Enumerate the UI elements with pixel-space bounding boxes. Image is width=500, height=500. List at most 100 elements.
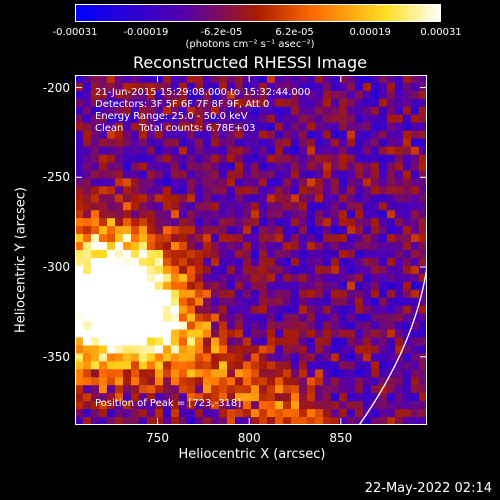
heatmap-cell [251, 242, 260, 251]
heatmap-cell [315, 170, 324, 179]
heatmap-cell [147, 170, 156, 179]
heatmap-cell [83, 409, 92, 418]
heatmap-cell [155, 297, 164, 307]
heatmap-cell [411, 202, 420, 211]
heatmap-cell [243, 361, 252, 370]
heatmap-cell [195, 154, 204, 164]
heatmap-cell [251, 393, 260, 402]
heatmap-cell [83, 393, 92, 402]
heatmap-cell [403, 369, 412, 378]
heatmap-cell [123, 138, 132, 148]
heatmap-cell [387, 162, 396, 172]
heatmap-cell [419, 321, 427, 331]
heatmap-cell [267, 242, 276, 251]
heatmap-cell [115, 265, 124, 275]
heatmap-cell [307, 202, 316, 211]
heatmap-cell [155, 401, 164, 410]
heatmap-cell [299, 178, 308, 187]
heatmap-cell [195, 226, 204, 235]
heatmap-cell [307, 361, 316, 370]
heatmap-cell [331, 178, 340, 187]
heatmap-cell [275, 393, 284, 402]
heatmap-cell [155, 202, 164, 211]
heatmap-cell [179, 162, 188, 172]
heatmap-cell [307, 377, 316, 386]
heatmap-cell [307, 218, 316, 227]
heatmap-cell [339, 162, 348, 172]
heatmap-cell [179, 385, 188, 394]
heatmap-cell [307, 226, 316, 235]
heatmap-cell [395, 194, 404, 203]
heatmap-cell [291, 337, 300, 347]
heatmap-cell [275, 417, 284, 425]
heatmap-cell [235, 353, 244, 362]
heatmap-cell [411, 218, 420, 227]
heatmap-cell [195, 218, 204, 227]
heatmap-cell [83, 75, 92, 84]
heatmap-cell [195, 75, 204, 84]
heatmap-cell [235, 257, 244, 267]
heatmap-cell [227, 90, 236, 100]
heatmap-cell [243, 234, 252, 243]
heatmap-cell [203, 226, 212, 235]
heatmap-cell [323, 345, 332, 354]
heatmap-cell [107, 393, 116, 402]
heatmap-cell [299, 353, 308, 362]
annotation-clean-counts: Clean Total counts: 6.78E+03 [95, 123, 256, 134]
heatmap-cell [107, 170, 116, 179]
heatmap-cell [419, 361, 427, 370]
heatmap-cell [107, 305, 116, 315]
heatmap-cell [339, 226, 348, 235]
heatmap-cell [139, 353, 148, 362]
heatmap-cell [315, 409, 324, 418]
heatmap-cell [91, 329, 100, 339]
heatmap-cell [163, 82, 172, 92]
heatmap-cell [387, 170, 396, 179]
heatmap-cell [411, 401, 420, 410]
heatmap-cell [387, 146, 396, 156]
heatmap-cell [299, 154, 308, 164]
heatmap-cell [299, 82, 308, 92]
heatmap-cell [267, 417, 276, 425]
heatmap-cell [347, 154, 356, 164]
heatmap-cell [155, 130, 164, 140]
heatmap-cell [379, 178, 388, 187]
heatmap-cell [171, 98, 180, 108]
heatmap-cell [163, 194, 172, 203]
heatmap-cell [259, 138, 268, 148]
heatmap-cell [323, 186, 332, 195]
heatmap-cell [179, 154, 188, 164]
heatmap-cell [243, 178, 252, 187]
heatmap-cell [371, 273, 380, 283]
heatmap-cell [99, 257, 108, 267]
heatmap-cell [211, 218, 220, 227]
heatmap-cell [379, 170, 388, 179]
heatmap-cell [323, 98, 332, 108]
heatmap-cell [347, 106, 356, 116]
heatmap-cell [291, 417, 300, 425]
heatmap-cell [211, 98, 220, 108]
heatmap-cell [235, 289, 244, 299]
heatmap-cell [251, 90, 260, 100]
heatmap-cell [91, 130, 100, 140]
heatmap-cell [371, 154, 380, 164]
heatmap-cell [187, 305, 196, 315]
heatmap-cell [171, 321, 180, 331]
heatmap-cell [99, 146, 108, 156]
heatmap-cell [379, 250, 388, 259]
heatmap-cell [411, 361, 420, 370]
heatmap-cell [307, 130, 316, 140]
heatmap-cell [331, 265, 340, 275]
heatmap-cell [211, 178, 220, 187]
heatmap-cell [315, 297, 324, 307]
heatmap-cell [99, 242, 108, 251]
heatmap-cell [307, 313, 316, 323]
heatmap-cell [395, 361, 404, 370]
heatmap-cell [403, 138, 412, 148]
heatmap-cell [75, 265, 84, 275]
heatmap-cell [211, 337, 220, 347]
heatmap-cell [339, 242, 348, 251]
heatmap-cell [147, 186, 156, 195]
heatmap-cell [163, 329, 172, 339]
heatmap-cell [227, 385, 236, 394]
